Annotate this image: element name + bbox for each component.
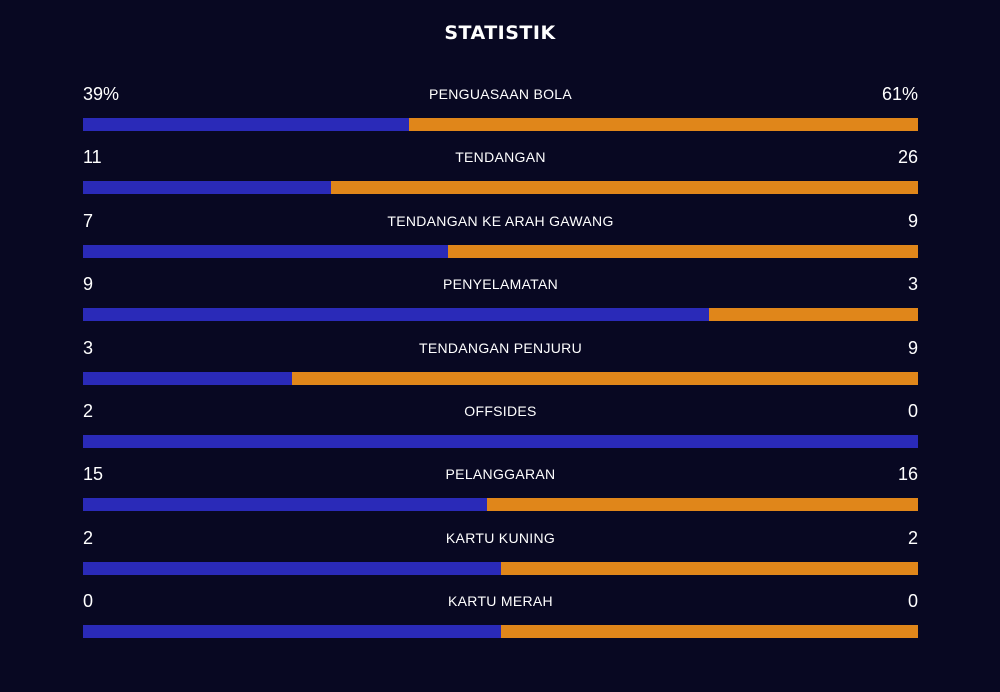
home-bar-segment (83, 371, 292, 385)
stat-labels: PENYELAMATAN 9 3 (83, 270, 918, 298)
away-bar-segment (291, 371, 918, 385)
away-bar-segment (500, 561, 918, 575)
comparison-bar (83, 118, 918, 131)
stat-labels: KARTU KUNING 2 2 (83, 524, 918, 552)
away-bar-segment (448, 244, 918, 258)
home-bar-segment (83, 244, 449, 258)
away-value: 9 (907, 210, 918, 231)
home-bar-segment (83, 434, 918, 448)
stat-label: TENDANGAN (455, 149, 546, 166)
home-bar-segment (83, 118, 409, 131)
stat-label: TENDANGAN PENJURU (418, 339, 582, 356)
stat-labels: TENDANGAN PENJURU 3 9 (83, 334, 918, 362)
home-value: 2 (83, 400, 94, 421)
stat-row: KARTU MERAH 0 0 (83, 587, 918, 650)
comparison-bar (83, 308, 918, 322)
home-value: 7 (83, 210, 94, 231)
stat-labels: PENGUASAAN BOLA 39% 61% (83, 80, 918, 108)
stats-list: PENGUASAAN BOLA 39% 61% TENDANGAN 11 26 TENDAN… (83, 80, 918, 651)
stat-row: PENYELAMATAN 9 3 (83, 270, 918, 333)
away-value: 2 (907, 527, 918, 548)
away-value: 0 (907, 400, 918, 421)
home-bar-segment (83, 181, 331, 195)
home-value: 3 (83, 337, 94, 358)
comparison-bar (83, 181, 918, 195)
stat-label: PENYELAMATAN (442, 276, 559, 293)
stat-row: PENGUASAAN BOLA 39% 61% (83, 80, 918, 143)
stat-labels: PELANGGARAN 15 16 (83, 460, 918, 488)
away-bar-segment (709, 308, 918, 322)
stat-row: KARTU KUNING 2 2 (83, 524, 918, 587)
stat-label: PENGUASAAN BOLA (429, 86, 572, 102)
home-bar-segment (83, 308, 710, 322)
away-bar-segment (500, 625, 918, 639)
away-value: 9 (907, 337, 918, 358)
stat-label: KARTU MERAH (448, 593, 553, 610)
stat-label: PELANGGARAN (445, 466, 556, 483)
stat-label: TENDANGAN KE ARAH GAWANG (387, 212, 614, 229)
stat-labels: TENDANGAN 11 26 (83, 143, 918, 171)
stat-labels: OFFSIDES 2 0 (83, 397, 918, 425)
home-bar-segment (83, 625, 501, 639)
away-value: 61% (881, 84, 918, 104)
home-value: 0 (83, 591, 94, 612)
comparison-bar (83, 371, 918, 385)
away-value: 0 (907, 591, 918, 612)
away-value: 16 (897, 464, 918, 485)
stat-row: PELANGGARAN 15 16 (83, 460, 918, 523)
stat-row: TENDANGAN KE ARAH GAWANG 7 9 (83, 207, 918, 270)
comparison-bar (83, 561, 918, 575)
home-bar-segment (83, 561, 501, 575)
home-value: 15 (83, 464, 104, 485)
home-value: 39% (83, 84, 120, 104)
stat-label: KARTU KUNING (445, 529, 556, 546)
stat-labels: TENDANGAN KE ARAH GAWANG 7 9 (83, 207, 918, 235)
stat-row: TENDANGAN 11 26 (83, 143, 918, 206)
away-value: 3 (907, 274, 918, 295)
away-value: 26 (897, 147, 918, 168)
stat-row: OFFSIDES 2 0 (83, 397, 918, 460)
home-value: 2 (83, 527, 94, 548)
comparison-bar (83, 244, 918, 258)
home-bar-segment (83, 498, 488, 512)
comparison-bar (83, 498, 918, 512)
away-bar-segment (408, 118, 918, 131)
home-value: 11 (83, 147, 102, 168)
stats-title: STATISTIK (444, 22, 556, 44)
comparison-bar (83, 434, 918, 448)
away-bar-segment (487, 498, 918, 512)
stat-row: TENDANGAN PENJURU 3 9 (83, 334, 918, 397)
stat-label: OFFSIDES (464, 402, 537, 419)
stat-labels: KARTU MERAH 0 0 (83, 587, 918, 615)
home-value: 9 (83, 274, 94, 295)
away-bar-segment (330, 181, 918, 195)
comparison-bar (83, 625, 918, 639)
